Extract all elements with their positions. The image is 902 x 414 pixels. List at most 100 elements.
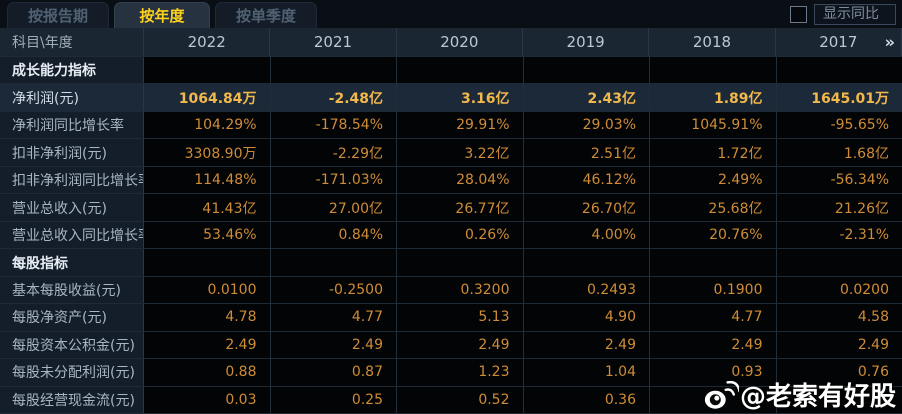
section-row: 每股指标 bbox=[0, 249, 902, 277]
cell-value: 25.68亿 bbox=[650, 194, 777, 221]
header-year-label: 2017 bbox=[819, 33, 858, 51]
cell-value: 0.26% bbox=[397, 221, 524, 249]
row-label: 成长能力指标 bbox=[0, 57, 144, 84]
cell-value: 28.04% bbox=[397, 166, 524, 194]
yoy-controls: 显示同比 bbox=[790, 4, 896, 25]
cell-value: 20.76% bbox=[650, 221, 777, 249]
cell-value: 0.0200 bbox=[776, 276, 902, 304]
table-row[interactable]: 营业总收入同比增长率 53.46% 0.84% 0.26% 4.00% 20.76% -2.… bbox=[0, 221, 902, 250]
show-yoy-checkbox[interactable] bbox=[790, 6, 807, 23]
cell-value bbox=[397, 249, 524, 276]
row-label: 每股净资产(元) bbox=[0, 304, 144, 331]
row-label: 每股指标 bbox=[0, 249, 144, 276]
row-label: 基本每股收益(元) bbox=[0, 276, 144, 304]
cell-value: 0.0100 bbox=[144, 276, 271, 304]
cell-value bbox=[523, 249, 650, 276]
cell-value: 4.78 bbox=[144, 304, 271, 331]
table-row[interactable]: 营业总收入(元) 41.43亿 27.00亿 26.77亿 26.70亿 25.68亿 21… bbox=[0, 194, 902, 222]
cell-value: 4.77 bbox=[270, 304, 397, 331]
header-year-2017: 2017 » bbox=[776, 28, 902, 56]
table-row[interactable]: 净利润(元) 1064.84万 -2.48亿 3.16亿 2.43亿 1.89亿 1645.… bbox=[0, 84, 902, 112]
cell-value: 4.58 bbox=[776, 304, 902, 331]
table-row[interactable]: 扣非净利润(元) 3308.90万 -2.29亿 3.22亿 2.51亿 1.72亿 1.6… bbox=[0, 139, 902, 167]
cell-value: 2.49 bbox=[397, 331, 524, 359]
cell-value: -171.03% bbox=[270, 166, 397, 194]
cell-value: 1045.91% bbox=[650, 111, 777, 139]
cell-value bbox=[650, 386, 777, 414]
row-label: 每股资本公积金(元) bbox=[0, 331, 144, 359]
cell-value: 1.68亿 bbox=[776, 139, 902, 166]
cell-value bbox=[776, 249, 902, 276]
cell-value bbox=[270, 249, 397, 276]
header-year-2019: 2019 bbox=[523, 28, 650, 56]
cell-value bbox=[650, 57, 777, 84]
row-label: 营业总收入(元) bbox=[0, 194, 144, 221]
period-tabbar: 按报告期 按年度 按单季度 显示同比 bbox=[0, 0, 902, 28]
cell-value: 0.88 bbox=[144, 359, 271, 386]
cell-value: 2.49 bbox=[523, 331, 650, 359]
table-row[interactable]: 每股资本公积金(元) 2.49 2.49 2.49 2.49 2.49 2.49 bbox=[0, 331, 902, 360]
cell-value bbox=[650, 249, 777, 276]
tab-by-year[interactable]: 按年度 bbox=[114, 2, 211, 28]
row-label: 营业总收入同比增长率 bbox=[0, 221, 144, 249]
tab-by-single-quarter[interactable]: 按单季度 bbox=[215, 2, 318, 28]
cell-value: 3.16亿 bbox=[397, 84, 524, 111]
cell-value: 2.49 bbox=[270, 331, 397, 359]
header-subject-label: 科目\年度 bbox=[0, 28, 144, 56]
cell-value: -2.31% bbox=[776, 221, 902, 249]
cell-value: 1.04 bbox=[523, 359, 650, 386]
cell-value bbox=[523, 57, 650, 84]
section-row: 成长能力指标 bbox=[0, 57, 902, 85]
table-row[interactable]: 每股未分配利润(元) 0.88 0.87 1.23 1.04 0.93 0.76 bbox=[0, 359, 902, 387]
cell-value: 26.77亿 bbox=[397, 194, 524, 221]
cell-value: 2.51亿 bbox=[523, 139, 650, 166]
row-label: 每股经营现金流(元) bbox=[0, 386, 144, 414]
header-year-2021: 2021 bbox=[270, 28, 397, 56]
cell-value: 0.76 bbox=[776, 359, 902, 386]
cell-value: -56.34% bbox=[776, 166, 902, 194]
cell-value: 2.49% bbox=[650, 166, 777, 194]
header-year-2022: 2022 bbox=[144, 28, 271, 56]
cell-value: 114.48% bbox=[144, 166, 271, 194]
cell-value: 0.84% bbox=[270, 221, 397, 249]
cell-value: 29.03% bbox=[523, 111, 650, 139]
row-label: 扣非净利润(元) bbox=[0, 139, 144, 166]
cell-value: 0.1900 bbox=[650, 276, 777, 304]
cell-value: 1064.84万 bbox=[144, 84, 271, 111]
table-row[interactable]: 每股净资产(元) 4.78 4.77 5.13 4.90 4.77 4.58 bbox=[0, 304, 902, 332]
cell-value: 4.00% bbox=[523, 221, 650, 249]
cell-value: 0.25 bbox=[270, 386, 397, 414]
row-label: 净利润同比增长率 bbox=[0, 111, 144, 139]
cell-value: 2.49 bbox=[144, 331, 271, 359]
row-label: 净利润(元) bbox=[0, 84, 144, 111]
cell-value: -95.65% bbox=[776, 111, 902, 139]
cell-value: 0.03 bbox=[144, 386, 271, 414]
more-years-icon[interactable]: » bbox=[884, 32, 895, 52]
tab-by-report-period[interactable]: 按报告期 bbox=[7, 2, 110, 28]
table-row[interactable]: 基本每股收益(元) 0.0100 -0.2500 0.3200 0.2493 0.1900… bbox=[0, 276, 902, 305]
cell-value: 46.12% bbox=[523, 166, 650, 194]
table-row[interactable]: 每股经营现金流(元) 0.03 0.25 0.52 0.36 bbox=[0, 386, 902, 414]
cell-value bbox=[776, 57, 902, 84]
table-row[interactable]: 扣非净利润同比增长率 114.48% -171.03% 28.04% 46.12% 2.4… bbox=[0, 166, 902, 195]
table-row[interactable]: 净利润同比增长率 104.29% -178.54% 29.91% 29.03% 1045.… bbox=[0, 111, 902, 140]
table-header-row: 科目\年度 2022 2021 2020 2019 2018 2017 » bbox=[0, 28, 902, 57]
cell-value bbox=[397, 57, 524, 84]
cell-value: 21.26亿 bbox=[776, 194, 902, 221]
cell-value: 0.87 bbox=[270, 359, 397, 386]
cell-value: 104.29% bbox=[144, 111, 271, 139]
cell-value: -2.48亿 bbox=[270, 84, 397, 111]
cell-value: 2.49 bbox=[650, 331, 777, 359]
show-yoy-label[interactable]: 显示同比 bbox=[814, 4, 896, 25]
cell-value: -2.29亿 bbox=[270, 139, 397, 166]
row-label: 每股未分配利润(元) bbox=[0, 359, 144, 386]
cell-value: 2.49 bbox=[776, 331, 902, 359]
row-label: 扣非净利润同比增长率 bbox=[0, 166, 144, 194]
cell-value bbox=[144, 249, 271, 276]
cell-value: 53.46% bbox=[144, 221, 271, 249]
cell-value: 1.23 bbox=[397, 359, 524, 386]
cell-value: 0.2493 bbox=[523, 276, 650, 304]
cell-value: -0.2500 bbox=[270, 276, 397, 304]
cell-value: 2.43亿 bbox=[523, 84, 650, 111]
